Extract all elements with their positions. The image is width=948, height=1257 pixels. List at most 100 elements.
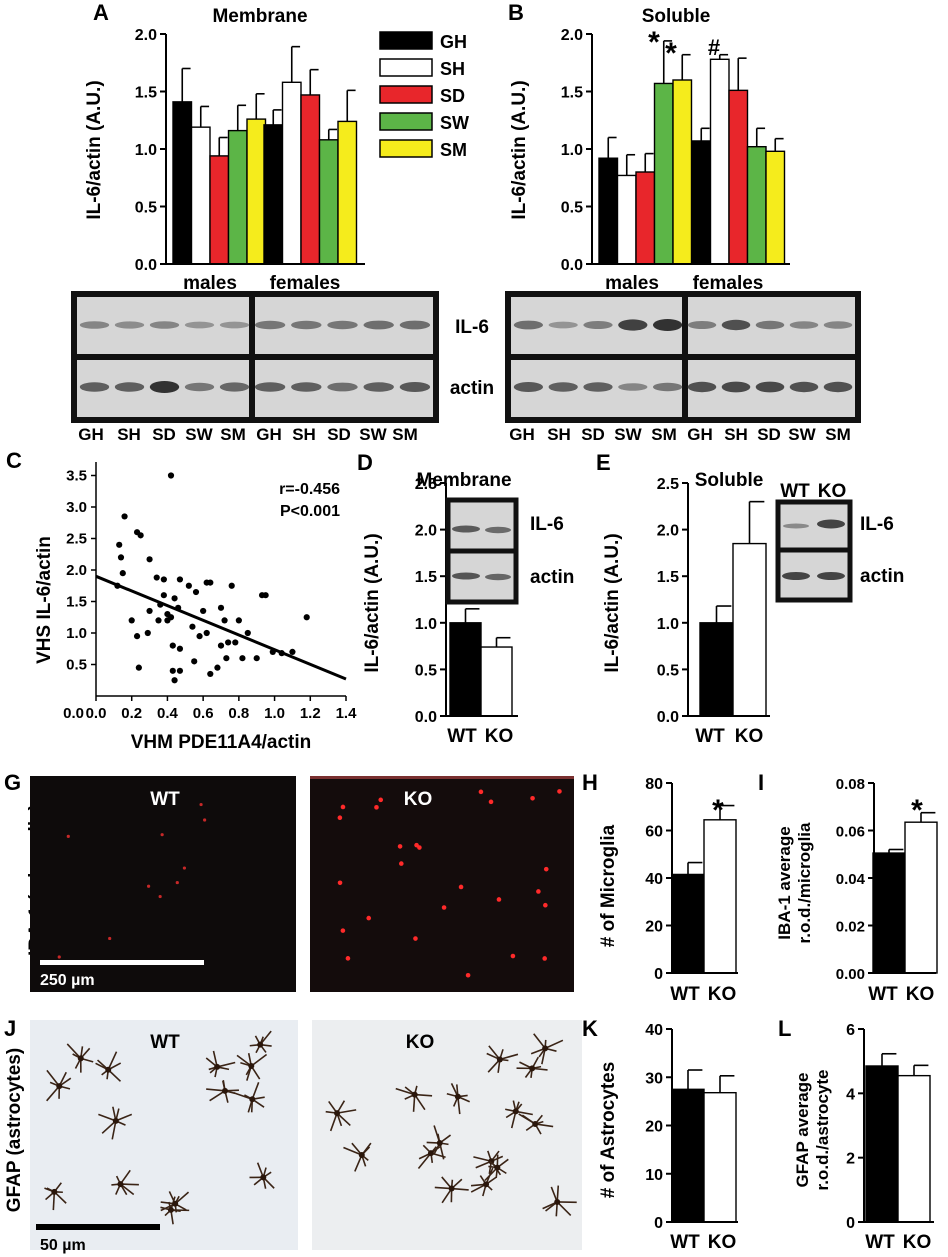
significance-mark: *: [911, 794, 923, 827]
bar: [263, 124, 284, 265]
bar-series: [671, 804, 737, 974]
blot-band: [687, 321, 717, 329]
x-tick-label: KO: [735, 726, 764, 747]
astrocyte-cell: [111, 1169, 139, 1196]
panel-k: K # of Astrocytes 0 10 20 30 40 WT KO: [582, 1016, 738, 1253]
x-tick-label: WT: [670, 1232, 700, 1253]
y-tick-label: 0.0: [63, 705, 84, 722]
astrocyte-cell: [233, 1082, 265, 1113]
scatter-point: [176, 645, 184, 652]
bar: [904, 821, 938, 974]
bar-series: [865, 1052, 931, 1223]
stat-p: P<0.001: [280, 503, 340, 520]
microglia-cell: [340, 804, 346, 810]
bar: [318, 139, 339, 265]
blot-band: [452, 572, 480, 580]
y-axis-label: IL-6/actin (A.U.): [602, 533, 623, 672]
astrocyte-soma: [105, 1066, 112, 1073]
stat-r: r=-0.456: [279, 481, 340, 498]
bar: [765, 150, 786, 265]
blot-label: actin: [860, 566, 904, 587]
astrocyte-soma: [112, 1117, 119, 1124]
y-tick-label: 3.5: [66, 468, 87, 485]
lane-label: SW: [614, 425, 642, 444]
scatter-point: [258, 592, 266, 599]
astrocyte-soma: [488, 1158, 495, 1165]
astrocyte-process: [250, 1053, 268, 1067]
bar: [227, 129, 248, 265]
blot-row-label: actin: [450, 378, 494, 399]
bar: [635, 171, 656, 265]
astrocyte-cell: [249, 1030, 272, 1054]
blot-band: [687, 381, 717, 393]
y-tick-label: 0: [654, 966, 663, 983]
scatter-point: [146, 556, 153, 563]
astrocyte-cell: [530, 1033, 564, 1065]
panel-letter: E: [596, 450, 611, 475]
blot-band: [548, 382, 578, 392]
lane-label: GH: [687, 425, 713, 444]
astrocyte-soma: [248, 1063, 255, 1070]
microglia-cell: [146, 884, 151, 888]
lane-label: GH: [78, 425, 104, 444]
blot-band: [485, 573, 511, 581]
y-tick-label: 2.5: [415, 476, 437, 493]
y-tick-label: 0.5: [415, 662, 437, 679]
y-axis-ticks: 0.0 0.5 1.0 1.5 2.0: [561, 27, 592, 274]
blot-band: [618, 319, 648, 331]
lane-label: SW: [788, 425, 816, 444]
astrocyte-process: [216, 1061, 236, 1068]
panel-letter: J: [4, 1016, 16, 1041]
x-tick-label: 0.2: [121, 705, 142, 722]
y-tick-label: 2.0: [561, 27, 583, 44]
blot-header: KO: [818, 481, 847, 502]
y-tick-label: 1.5: [135, 85, 157, 102]
panel-b: B Soluble IL-6/actin (A.U.) 0.0 0.5 1.0 1.5…: [508, 0, 790, 294]
y-axis-ticks: 0.0 0.5 1.0 1.5 2.0 2.5: [415, 476, 446, 726]
scatter-point: [167, 472, 175, 479]
astrocyte-process: [336, 1112, 351, 1127]
x-tick-label: 1.2: [300, 705, 321, 722]
blot-band: [149, 321, 180, 329]
blot-band: [219, 382, 250, 392]
y-tick-label: 2.0: [135, 27, 157, 44]
y-axis-label: # of Astrocytes: [598, 1062, 619, 1199]
scatter-point: [207, 670, 214, 678]
bar: [480, 646, 513, 717]
scatter-point: [232, 639, 239, 646]
astrocyte-soma: [532, 1120, 539, 1127]
legend: GH SH SD SW SM: [379, 31, 469, 160]
bar-series: [449, 608, 513, 717]
astrocyte-soma: [77, 1055, 84, 1062]
y-tick-label: 0: [654, 1215, 663, 1232]
astrocyte-soma: [249, 1096, 256, 1103]
x-tick-label: 1.0: [264, 705, 285, 722]
x-tick-label: 0.6: [193, 705, 214, 722]
scatter-point: [244, 629, 251, 637]
y-axis-label: IL-6/actin (A.U.): [509, 80, 530, 219]
astrocyte-cell: [206, 1080, 239, 1103]
blot-row-label: IL-6: [455, 317, 489, 338]
panel-title: Soluble: [695, 470, 764, 491]
scatter-point: [119, 570, 126, 577]
bar: [653, 82, 674, 265]
blot-band: [782, 572, 810, 580]
blot-band: [583, 321, 613, 329]
astrocyte-soma: [448, 1185, 455, 1192]
astrocyte-cell: [95, 1051, 122, 1082]
microglia-cell: [530, 795, 535, 801]
microglia-cell: [397, 844, 403, 849]
x-tick-label: KO: [903, 1232, 932, 1253]
astrocyte-process: [46, 1069, 60, 1087]
scatter-point: [176, 667, 184, 674]
astrocyte-cell: [434, 1176, 469, 1204]
bar: [746, 145, 767, 265]
panel-d: D Membrane IL-6/actin (A.U.) 0.0 0.5 1.0 1.…: [357, 450, 574, 747]
astrocyte-cell: [46, 1069, 72, 1102]
bar: [703, 1091, 737, 1223]
astrocyte-process: [98, 1113, 117, 1122]
bar: [703, 819, 737, 974]
astrocyte-cell: [395, 1085, 433, 1112]
y-tick-label: 40: [645, 1022, 663, 1039]
